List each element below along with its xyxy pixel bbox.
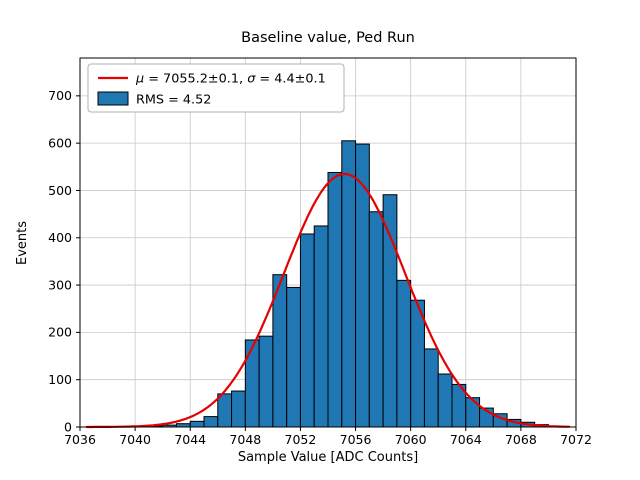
y-tick-label: 300 [48, 277, 72, 292]
x-tick-label: 7036 [64, 432, 96, 447]
y-tick-label: 500 [48, 183, 72, 198]
histogram-bar [286, 286, 301, 428]
x-tick-label: 7072 [560, 432, 592, 447]
histogram-bar [341, 140, 357, 428]
x-tick-label: 7068 [505, 432, 537, 447]
y-tick-label: 700 [48, 88, 72, 103]
x-tick-label: 7064 [450, 432, 482, 447]
histogram-bar [437, 373, 453, 428]
x-tick-label: 7044 [174, 432, 206, 447]
axes-frame [79, 57, 577, 428]
x-tick-label: 7040 [119, 432, 151, 447]
x-axis-label: Sample Value [ADC Counts] [238, 450, 418, 465]
chart-title: Baseline value, Ped Run [241, 30, 415, 46]
legend: μ = 7055.2±0.1, σ = 4.4±0.1 RMS = 4.52 [87, 63, 345, 113]
histogram-bar [258, 335, 274, 428]
histogram-bar [217, 393, 233, 428]
histogram-bar [382, 194, 398, 428]
gaussian-fit-curve [85, 172, 571, 429]
legend-label-rms: RMS = 4.52 [136, 93, 211, 108]
legend-box [87, 63, 345, 113]
histogram-bar [244, 339, 260, 428]
histogram-bar [231, 390, 246, 428]
histogram-bar [465, 397, 481, 428]
y-tick-label: 600 [48, 135, 72, 150]
histogram-bar [189, 420, 205, 428]
histogram-bar [355, 143, 370, 428]
legend-label-fit: μ = 7055.2±0.1, σ = 4.4±0.1 [135, 72, 326, 87]
histogram-bar [313, 225, 329, 428]
histogram-bar [410, 299, 425, 428]
histogram-bar [423, 348, 439, 428]
y-axis-label: Events [15, 221, 30, 265]
y-tick-label: 100 [48, 372, 72, 387]
histogram-bar [368, 211, 384, 428]
x-tick-label: 7048 [229, 432, 261, 447]
histogram-bar [396, 279, 412, 428]
histogram-bar [203, 416, 219, 428]
y-tick-label: 200 [48, 325, 72, 340]
legend-patch-sample [97, 91, 129, 106]
y-tick-label: 400 [48, 230, 72, 245]
y-tick-label: 0 [64, 419, 72, 434]
x-tick-label: 7052 [285, 432, 317, 447]
x-tick-label: 7060 [395, 432, 427, 447]
plot-layer: 7036 7040 7044 7048 7052 7056 7060 7064 7068 7072… [48, 57, 592, 447]
histogram-bar [327, 171, 343, 428]
x-tick-label: 7056 [340, 432, 372, 447]
histogram-bar [299, 233, 315, 428]
